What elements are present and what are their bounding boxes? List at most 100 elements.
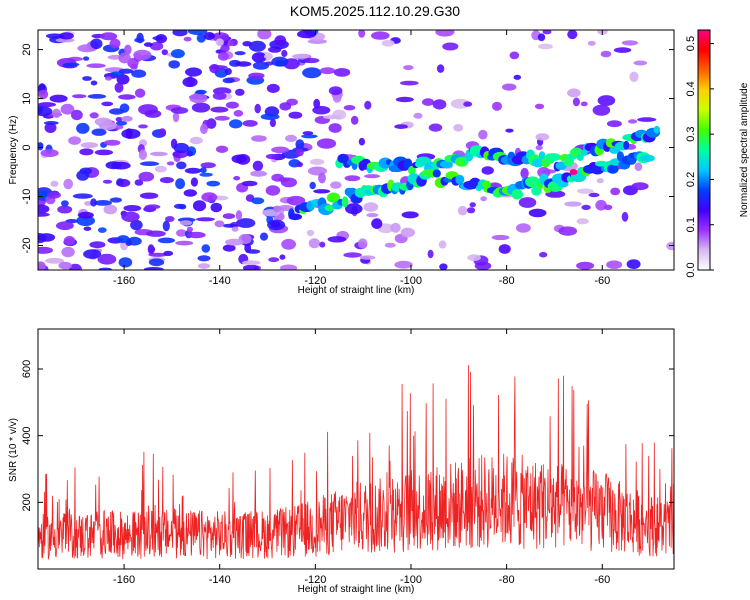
colorbar-tick-label: 0.2: [685, 172, 697, 187]
spectrogram-noise-blob: [212, 92, 227, 100]
spectrogram-noise-blob: [157, 237, 175, 244]
spectrogram-noise-blob: [567, 30, 578, 40]
spectrogram-noise-blob: [138, 171, 155, 182]
spectrogram-noise-blob: [252, 61, 269, 70]
spectrogram-noise-blob: [131, 69, 147, 78]
spectrogram-noise-blob: [94, 200, 112, 206]
spectrogram-x-tick-label: -160: [113, 275, 135, 287]
spectrogram-noise-blob: [172, 111, 180, 123]
spectrogram-noise-blob: [246, 249, 261, 254]
spectrogram-noise-blob: [587, 40, 596, 46]
snr-x-tick-label: -80: [499, 574, 515, 586]
spectrogram-noise-blob: [61, 200, 69, 207]
spectrogram-noise-blob: [49, 94, 68, 103]
spectrogram-signal-blob: [324, 204, 335, 212]
spectrogram-signal-blob: [538, 151, 546, 160]
spectrogram-noise-blob: [364, 174, 380, 179]
spectrogram-noise-blob: [534, 103, 545, 110]
spectrogram-noise-blob: [116, 74, 130, 85]
spectrogram-noise-blob: [68, 263, 82, 270]
spectrogram-noise-blob: [172, 30, 188, 37]
spectrogram-noise-blob: [516, 223, 531, 233]
spectrogram-noise-blob: [97, 227, 107, 233]
spectrogram-noise-blob: [199, 172, 213, 177]
spectrogram-noise-blob: [390, 222, 401, 233]
spectrogram-noise-blob: [38, 246, 53, 254]
spectrogram-noise-blob: [190, 177, 198, 187]
spectrogram-noise-blob: [187, 30, 208, 36]
spectrogram-noise-blob: [189, 136, 203, 145]
spectrogram-noise-blob: [206, 180, 220, 187]
spectrogram-noise-blob: [192, 200, 207, 212]
spectrogram-noise-blob: [176, 229, 187, 237]
spectrogram-noise-blob: [86, 63, 106, 68]
spectrogram-noise-blob: [343, 252, 362, 258]
spectrogram-noise-blob: [467, 254, 481, 261]
spectrogram-noise-blob: [109, 38, 121, 49]
spectrogram-noise-blob: [301, 134, 318, 139]
snr-x-tick-label: -100: [400, 574, 422, 586]
spectrogram-noise-blob: [597, 95, 616, 106]
spectrogram-noise-blob: [220, 44, 230, 52]
spectrogram-noise-blob: [363, 202, 379, 212]
spectrogram-noise-blob: [76, 215, 95, 226]
spectrogram-noise-blob: [328, 123, 342, 133]
spectrogram-noise-blob: [105, 161, 122, 170]
spectrogram-noise-blob: [90, 38, 103, 50]
spectrogram-noise-blob: [297, 30, 316, 39]
snr-y-ticks: 200 400 600: [21, 360, 674, 512]
spectrogram-noise-blob: [185, 67, 202, 77]
spectrogram-noise-blob: [173, 142, 189, 154]
spectrogram-noise-blob: [175, 240, 194, 246]
spectrogram-noise-blob: [513, 74, 522, 80]
spectrogram-noise-blob: [222, 223, 238, 228]
spectrogram-noise-blob: [295, 139, 305, 150]
spectrogram-noise-blob: [350, 115, 359, 125]
spectrogram-noise-blob: [123, 205, 142, 212]
spectrogram-noise-blob: [147, 244, 155, 255]
spectrogram-noise-blob: [77, 211, 94, 219]
spectrogram-x-tick-label: -120: [304, 275, 326, 287]
spectrogram-noise-blob: [469, 202, 476, 208]
spectrogram-noise-blob: [72, 193, 93, 199]
spectrogram-noise-blob: [186, 226, 193, 233]
spectrogram-noise-blob: [121, 211, 140, 222]
spectrogram-noise-blob: [422, 98, 435, 106]
spectrogram-noise-blob: [306, 229, 315, 237]
spectrogram-noise-blob: [603, 204, 613, 210]
colorbar: 0.0 0.1 0.2 0.3 0.4 0.5 Normalized spectral a…: [685, 29, 750, 278]
spectrogram-noise-blob: [401, 211, 419, 219]
spectrogram-noise-blob: [248, 40, 266, 52]
spectrogram-signal-blob: [288, 213, 303, 221]
spectrogram-noise-blob: [327, 236, 347, 243]
spectrogram-signal-blob: [326, 192, 341, 203]
spectrogram-noise-blob: [558, 226, 578, 236]
spectrogram-noise-blob: [38, 102, 56, 108]
snr-y-tick-label: 400: [21, 426, 33, 444]
snr-series-line: [38, 365, 674, 560]
spectrogram-noise-blob: [57, 205, 73, 214]
spectrogram-noise-blob: [38, 89, 49, 100]
spectrogram-noise-blob: [200, 162, 216, 169]
spectrogram-noise-blob: [170, 49, 185, 59]
spectrogram-noise-blob: [343, 105, 356, 111]
spectrogram-noise-blob: [94, 149, 114, 156]
spectrogram-noise-blob: [265, 185, 281, 196]
spectrogram-y-axis-label: Frequency (Hz): [8, 116, 19, 185]
spectrogram-noise-blob: [371, 218, 383, 229]
spectrogram-signal-blob: [555, 161, 567, 170]
spectrogram-noise-blob: [217, 52, 229, 61]
spectrogram-noise-blob: [572, 97, 581, 107]
spectrogram-noise-blob: [296, 161, 303, 168]
spectrogram-noise-blob: [83, 249, 102, 259]
spectrogram-noise-blob: [328, 86, 343, 96]
spectrogram-noise-blob: [186, 150, 193, 157]
spectrogram-noise-blob: [436, 64, 445, 73]
spectrogram-noise-blob: [138, 149, 147, 160]
spectrogram-noise-blob: [242, 120, 258, 127]
spectrogram-noise-blob: [345, 203, 363, 215]
spectrogram-noise-blob: [173, 203, 186, 209]
spectrogram-noise-blob: [357, 238, 368, 249]
spectrogram-noise-blob: [606, 120, 622, 128]
